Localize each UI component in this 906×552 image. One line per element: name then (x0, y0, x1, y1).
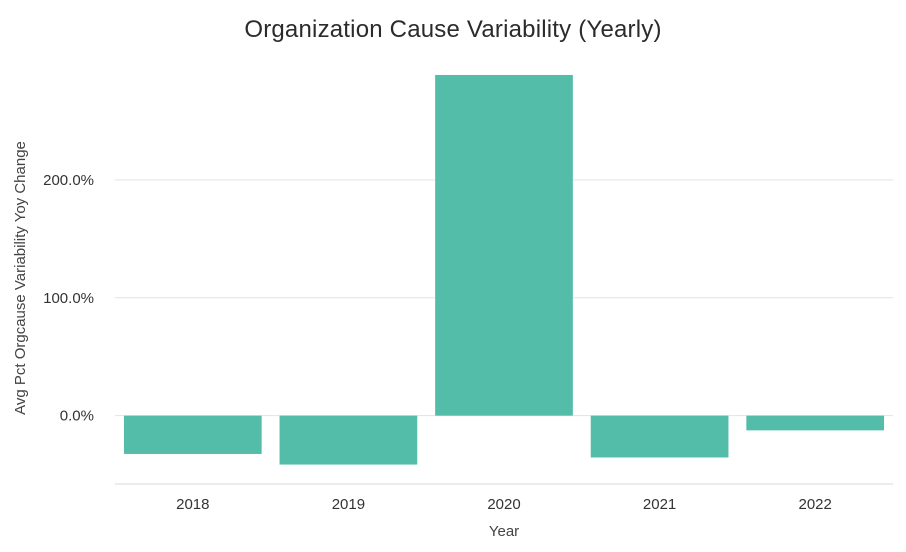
bar-2021[interactable] (590, 415, 729, 458)
x-axis-title: Year (489, 523, 519, 540)
x-tick-label: 2021 (643, 496, 676, 513)
bars (123, 74, 885, 465)
x-tick-labels: 2018 2019 2020 2021 2022 (176, 496, 832, 513)
x-tick-label: 2019 (332, 496, 365, 513)
chart-title: Organization Cause Variability (Yearly) (244, 16, 662, 43)
x-tick-label: 2020 (487, 496, 520, 513)
bar-2019[interactable] (279, 415, 418, 465)
y-axis-title: Avg Pct Orgcause Variability Yoy Change (12, 141, 29, 415)
bar-2018[interactable] (123, 415, 262, 454)
bar-2022[interactable] (746, 415, 885, 431)
bar-2020[interactable] (435, 74, 573, 416)
y-tick-label: 0.0% (60, 408, 94, 425)
x-tick-label: 2018 (176, 496, 209, 513)
y-tick-label: 100.0% (43, 290, 94, 307)
y-tick-labels: 0.0% 100.0% 200.0% (43, 172, 94, 425)
x-tick-label: 2022 (799, 496, 832, 513)
y-tick-label: 200.0% (43, 172, 94, 189)
